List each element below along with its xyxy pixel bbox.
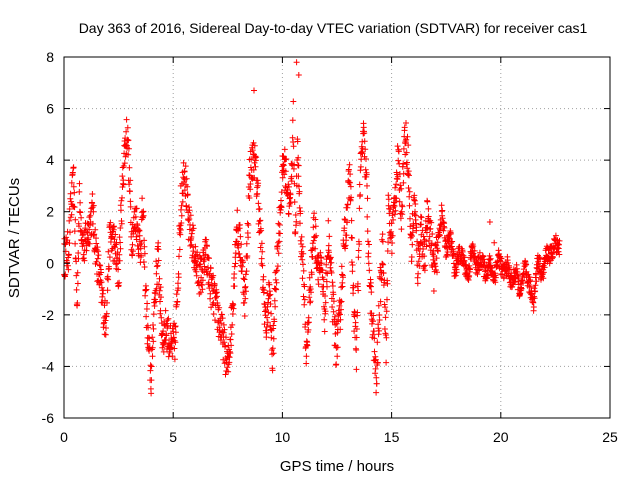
plot-frame [63, 56, 611, 419]
chart-title: Day 363 of 2016, Sidereal Day-to-day VTE… [79, 20, 588, 36]
axis-ticks [63, 56, 611, 419]
y-tick-label: 2 [46, 204, 54, 220]
x-tick-label: 25 [602, 429, 618, 445]
y-tick-label: 0 [46, 255, 54, 271]
y-tick-label: -2 [42, 307, 55, 323]
y-tick-label: 6 [46, 101, 54, 117]
y-tick-label: 4 [46, 152, 54, 168]
y-tick-label: -4 [42, 358, 55, 374]
x-tick-label: 20 [493, 429, 509, 445]
x-axis-label: GPS time / hours [280, 458, 394, 475]
y-axis-label: SDTVAR / TECUs [6, 178, 23, 298]
y-tick-label: -6 [42, 410, 55, 426]
x-tick-label: 10 [275, 429, 291, 445]
x-tick-labels: 0 5 10 15 20 25 [60, 429, 618, 445]
y-tick-labels: -6 -4 -2 0 2 4 6 8 [42, 49, 55, 426]
x-tick-label: 5 [169, 429, 177, 445]
x-tick-label: 15 [384, 429, 400, 445]
y-tick-label: 8 [46, 49, 54, 65]
x-tick-label: 0 [60, 429, 68, 445]
